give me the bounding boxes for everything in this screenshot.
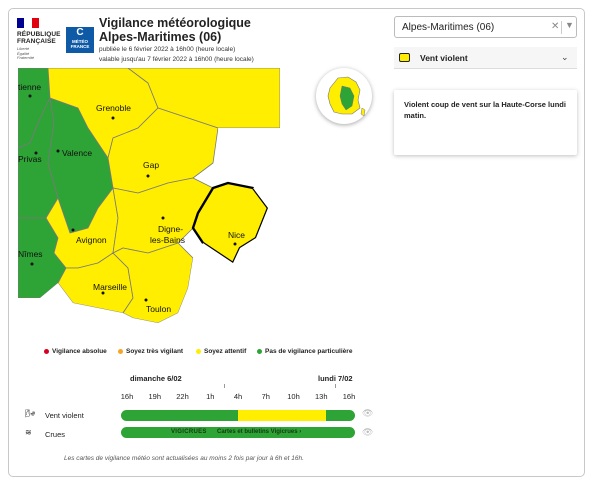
legend-item-green: Pas de vigilance particulière <box>257 348 352 355</box>
vigicrues-link[interactable]: Cartes et bulletins Vigicrues › <box>217 429 302 435</box>
hour-label: 13h <box>314 392 328 401</box>
legend-item-red: Vigilance absolue <box>44 348 107 355</box>
city-label-marseille: Marseille <box>93 282 127 292</box>
page-title: Vigilance météorologique Alpes-Maritimes… <box>99 16 251 44</box>
waves-icon: ≋ <box>25 428 32 437</box>
day-label-monday: lundi 7/02 <box>318 374 353 383</box>
motto-line-2: Égalité <box>17 50 30 56</box>
legend-dot-yellow <box>196 349 201 354</box>
motto-line-1: Liberté <box>17 46 30 51</box>
city-label-tienne: tienne <box>18 82 41 92</box>
france-map-icon <box>327 76 366 117</box>
city-label-gap: Gap <box>143 160 159 170</box>
row-label-crues: Crues <box>45 430 66 439</box>
legend-item-orange: Soyez très vigilant <box>118 348 183 355</box>
italy-east <box>253 178 280 238</box>
vigilance-map[interactable]: tienne Grenoble Privas Valence Gap Digne… <box>18 68 280 340</box>
vigicrues-logo: VIGICRUES <box>171 429 207 435</box>
wind-segment[interactable] <box>121 410 238 421</box>
legend-item-yellow: Soyez attentif <box>196 348 246 355</box>
france-overview-button[interactable] <box>316 68 372 124</box>
chevron-down-icon[interactable]: ▼ <box>565 20 574 30</box>
day-tick <box>224 384 226 388</box>
city-label-valence: Valence <box>62 148 92 158</box>
department-select-value: Alpes-Maritimes (06) <box>402 22 495 33</box>
day-label-sunday: dimanche 6/02 <box>130 374 182 383</box>
hour-label: 16h <box>342 392 356 401</box>
department-italy-north <box>218 128 280 188</box>
mf-logo-text-1: MÉTÉO <box>71 39 88 44</box>
city-label-avignon: Avignon <box>76 235 107 245</box>
eye-slash-icon[interactable]: 👁 <box>362 427 374 437</box>
hour-label: 4h <box>233 392 243 401</box>
republique-francaise-logo: RÉPUBLIQUE FRANÇAISE Liberté Égalité Fra… <box>17 18 61 60</box>
wind-segment[interactable] <box>238 410 326 421</box>
city-markers <box>28 94 237 302</box>
city-label-digne: Digne- <box>158 224 183 234</box>
department-hautes-alpes[interactable] <box>107 107 219 194</box>
wind-segment[interactable] <box>325 410 355 421</box>
hour-label: 19h <box>148 392 161 401</box>
select-separator <box>561 21 562 34</box>
republic-line-2: FRANÇAISE <box>17 38 56 45</box>
legend-label: Soyez attentif <box>204 348 247 355</box>
hour-label: 1h <box>206 392 215 401</box>
wind-timeline-bar[interactable] <box>121 410 355 421</box>
mf-logo-text-2: FRANCE <box>70 44 90 49</box>
meteo-france-logo: C MÉTÉO FRANCE <box>66 27 94 53</box>
hour-label: 16h <box>120 392 134 401</box>
french-flag-icon <box>17 18 39 28</box>
close-icon[interactable]: ✕ <box>551 21 560 32</box>
eye-slash-icon[interactable]: 👁 <box>362 408 374 418</box>
vigilance-message: Violent coup de vent sur la Haute-Corse … <box>404 100 566 120</box>
legend-dot-green <box>257 349 262 354</box>
row-label-wind: Vent violent <box>45 411 84 420</box>
legend-dot-red <box>44 349 49 354</box>
legend-dot-orange <box>118 349 123 354</box>
legend-label: Soyez très vigilant <box>126 348 184 355</box>
city-label-toulon: Toulon <box>146 304 171 314</box>
mf-logo-letter: C <box>76 27 84 38</box>
city-label-grenoble: Grenoble <box>96 103 131 113</box>
motto-line-3: Fraternité <box>17 55 35 60</box>
city-label-nice: Nice <box>228 230 245 240</box>
city-label-les-bains: les-Bains <box>150 235 185 245</box>
hour-label: 22h <box>176 392 189 401</box>
validity-date: valable jusqu'au 7 février 2022 à 16h00 … <box>99 56 254 63</box>
wind-icon: 🌬 <box>25 409 36 418</box>
legend-label: Vigilance absolue <box>52 348 107 355</box>
sea <box>18 238 280 340</box>
hour-label: 10h <box>287 392 300 401</box>
legend-label: Pas de vigilance particulière <box>265 348 353 355</box>
republic-line-1: RÉPUBLIQUE <box>17 31 61 38</box>
day-tick <box>335 384 337 388</box>
city-label-privas: Privas <box>18 154 42 164</box>
hour-label: 7h <box>261 392 270 401</box>
phenomenon-accordion-header[interactable]: Vent violent ⌄ <box>394 47 577 69</box>
footer-note: Les cartes de vigilance météo sont actua… <box>64 455 304 462</box>
phenomenon-label: Vent violent <box>420 53 468 63</box>
city-label-nimes: Nîmes <box>18 249 43 259</box>
department-select[interactable]: Alpes-Maritimes (06) ✕ ▼ <box>394 16 577 38</box>
wind-icon <box>399 53 410 62</box>
chevron-down-icon[interactable]: ⌄ <box>561 52 569 62</box>
crues-timeline-bar: VIGICRUES Cartes et bulletins Vigicrues … <box>121 427 355 438</box>
published-date: publiée le 6 février 2022 à 16h00 (heure… <box>99 46 236 53</box>
vigilance-message-card: Violent coup de vent sur la Haute-Corse … <box>394 90 577 155</box>
